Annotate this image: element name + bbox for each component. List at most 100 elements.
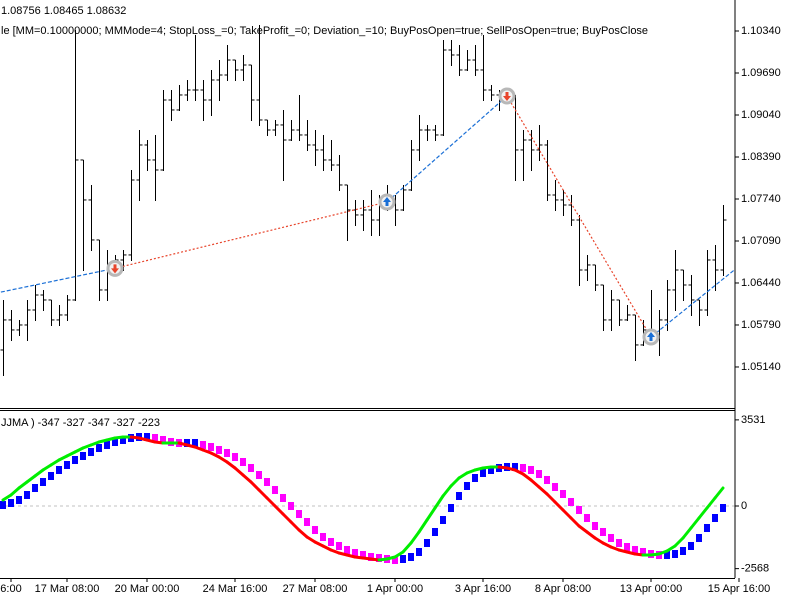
indicator-line xyxy=(249,480,261,492)
trade-arrow xyxy=(503,92,511,102)
indicator-line xyxy=(457,471,469,480)
indicator-line xyxy=(257,488,269,500)
histogram-block xyxy=(712,514,718,522)
histogram-block xyxy=(344,546,350,554)
histogram-block xyxy=(608,534,614,542)
histogram-block xyxy=(80,452,86,460)
indicator-line xyxy=(569,516,581,528)
price-header: 1.08756 1.08465 1.08632 xyxy=(1,5,126,17)
histogram-block xyxy=(520,464,526,472)
histogram-block xyxy=(216,446,222,454)
histogram-block xyxy=(624,543,630,551)
histogram-block xyxy=(256,471,262,479)
histogram-block xyxy=(88,448,94,456)
indicator-line xyxy=(401,541,413,554)
indicator-line xyxy=(521,472,533,482)
histogram-block xyxy=(320,533,326,541)
indicator-line xyxy=(713,486,725,500)
x-tick-label: 17 Mar 08:00 xyxy=(35,583,100,595)
histogram-block xyxy=(264,478,270,486)
histogram-block xyxy=(40,478,46,486)
histogram-block xyxy=(568,498,574,506)
indicator-label: JJMA ) -347 -327 -347 -327 -223 xyxy=(1,417,160,429)
histogram-block xyxy=(16,496,22,504)
trade-line xyxy=(0,267,116,293)
histogram-block xyxy=(288,502,294,510)
y-tick-label: 1.07090 xyxy=(741,235,781,247)
histogram-block xyxy=(696,534,702,542)
indicator-line xyxy=(273,504,285,516)
indicator-line xyxy=(1,493,13,502)
indicator-line xyxy=(593,536,605,545)
histogram-block xyxy=(328,538,334,546)
histogram-block xyxy=(96,444,102,452)
indicator-line xyxy=(697,506,709,520)
indicator-line xyxy=(433,494,445,510)
y-tick-label: 1.09690 xyxy=(741,67,781,79)
x-tick-label: 1 Apr 00:00 xyxy=(367,583,423,595)
x-tick-label: 20 Mar 00:00 xyxy=(115,583,180,595)
indicator-line xyxy=(265,496,277,508)
indicator-line xyxy=(409,530,421,545)
histogram-block xyxy=(456,492,462,500)
indicator-line xyxy=(417,518,429,534)
histogram-block xyxy=(376,554,382,562)
histogram-block xyxy=(632,546,638,554)
indicator-line xyxy=(281,512,293,524)
histogram-block xyxy=(560,490,566,498)
histogram-block xyxy=(472,474,478,482)
histogram-block xyxy=(112,438,118,446)
trade-line xyxy=(114,201,388,269)
histogram-block xyxy=(192,439,198,447)
histogram-block xyxy=(704,524,710,532)
x-tick-label: 3 Apr 16:00 xyxy=(455,583,511,595)
histogram-block xyxy=(512,463,518,471)
y-tick-label: 1.05140 xyxy=(741,361,781,373)
histogram-block xyxy=(0,501,6,509)
indicator-line xyxy=(689,516,701,530)
histogram-block xyxy=(120,436,126,444)
indicator-line xyxy=(665,544,677,553)
trade-arrow xyxy=(111,264,119,274)
histogram-block xyxy=(480,469,486,477)
histogram-block xyxy=(8,499,14,507)
y-tick-label: 1.06440 xyxy=(741,277,781,289)
histogram-block xyxy=(416,548,422,556)
histogram-block xyxy=(208,443,214,451)
indicator-line xyxy=(393,550,405,559)
histogram-block xyxy=(240,458,246,466)
histogram-block xyxy=(688,542,694,550)
indicator-line xyxy=(529,478,541,489)
histogram-block xyxy=(200,441,206,449)
histogram-block xyxy=(360,551,366,559)
y-tick-label: 0 xyxy=(741,500,747,512)
histogram-block xyxy=(400,555,406,563)
trade-line xyxy=(386,95,508,203)
price-panel xyxy=(0,25,735,376)
expert-header: le [MM=0.10000000; MMMode=4; StopLoss_=0… xyxy=(1,25,648,37)
histogram-block xyxy=(432,528,438,536)
histogram-block xyxy=(72,456,78,464)
axes: 1.10340 1.09690 1.09040 1.08390 1.07740 1.070… xyxy=(0,0,781,595)
indicator-line xyxy=(25,474,37,484)
histogram-block xyxy=(336,542,342,550)
indicator-line xyxy=(425,506,437,522)
indicator-panel xyxy=(0,433,735,564)
histogram-block xyxy=(592,522,598,530)
indicator-line xyxy=(17,480,29,490)
indicator-line xyxy=(681,526,693,540)
histogram-block xyxy=(224,449,230,457)
histogram-block xyxy=(552,483,558,491)
indicator-line xyxy=(225,460,237,470)
histogram-block xyxy=(408,553,414,561)
histogram-block xyxy=(248,464,254,472)
indicator-line xyxy=(441,484,453,498)
indicator-line xyxy=(673,536,685,548)
histogram-block xyxy=(160,436,166,444)
indicator-line xyxy=(585,530,597,540)
indicator-line xyxy=(241,473,253,484)
indicator-line xyxy=(9,486,21,497)
histogram-block xyxy=(392,556,398,564)
histogram-block xyxy=(352,549,358,557)
